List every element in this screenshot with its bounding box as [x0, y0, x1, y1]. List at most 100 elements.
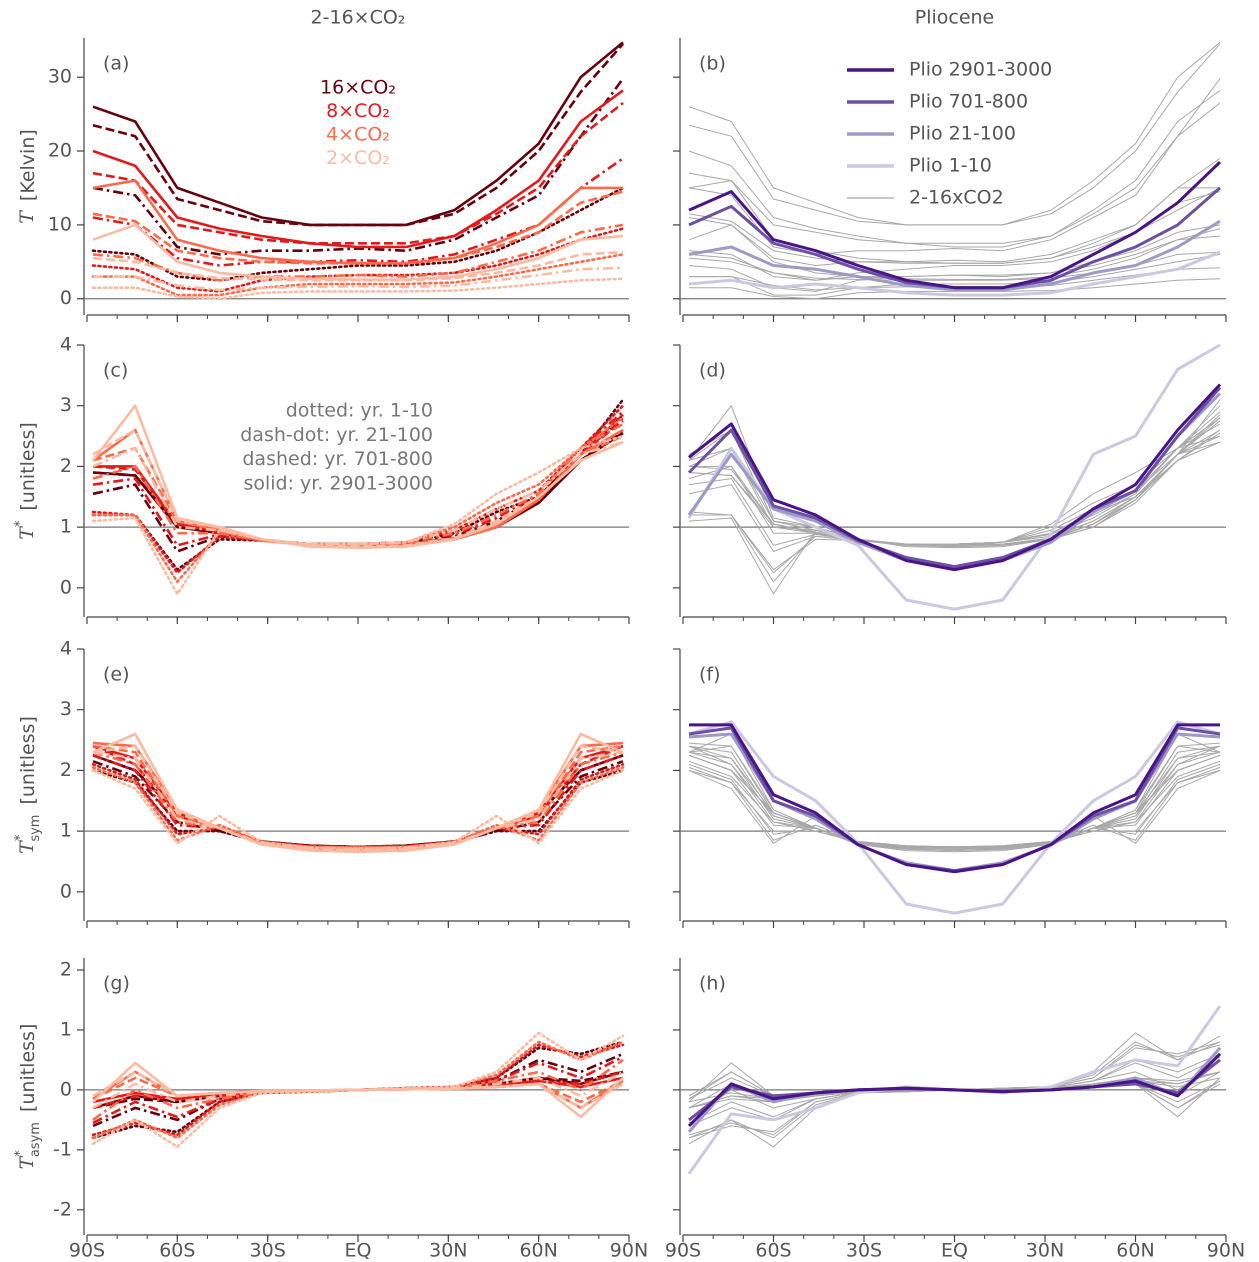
data-line	[92, 41, 624, 227]
reference-line-series	[689, 253, 1221, 296]
column-title: Pliocene	[915, 7, 995, 29]
panel-label: (d)	[699, 360, 726, 382]
y-tick-label: -1	[53, 1138, 72, 1160]
x-tick-label: 90N	[610, 1240, 648, 1262]
reference-line-series	[688, 766, 1221, 848]
data-line	[688, 720, 1221, 915]
panel-label: (b)	[699, 53, 726, 75]
x-tick-label: 30N	[1026, 1240, 1064, 1262]
data-line	[92, 754, 624, 849]
y-tick-label: 3	[60, 698, 72, 720]
y-tick-label: 2	[60, 455, 72, 477]
data-line	[91, 227, 625, 293]
x-tick-label: 60N	[519, 1240, 557, 1262]
data-line	[92, 1055, 624, 1125]
x-tick-label: 90S	[69, 1240, 105, 1262]
y-tick-label: 30	[48, 66, 72, 88]
y-tick-label: 20	[48, 140, 72, 162]
legend-label: 2×CO₂	[326, 147, 390, 169]
reference-line-series	[688, 769, 1221, 849]
y-axis-label: T*asym [unitless]	[13, 1024, 43, 1170]
x-tick-label: 30S	[846, 1240, 882, 1262]
panel-label: (g)	[103, 973, 130, 995]
annotation: dashed: yr. 701-800	[242, 448, 433, 470]
y-label-sup: *	[13, 834, 28, 841]
data-line	[687, 1052, 1222, 1127]
y-label-unit: [unitless]	[17, 716, 39, 804]
x-tick-label: 90S	[665, 1240, 701, 1262]
y-tick-label: 3	[60, 394, 72, 416]
reference-line-series	[688, 745, 1221, 848]
reference-line-series	[688, 745, 1221, 849]
y-label-unit: [unitless]	[17, 422, 39, 510]
legend-label: Plio 701-800	[909, 91, 1028, 113]
x-tick-label: 90N	[1207, 1240, 1245, 1262]
x-tick-label: 60N	[1116, 1240, 1154, 1262]
legend-label: Plio 1-10	[909, 155, 992, 177]
panel-label: (f)	[699, 664, 721, 686]
y-label-sub: sym	[28, 815, 43, 842]
reference-line-series	[688, 102, 1221, 244]
y-label-sup: *	[13, 520, 28, 527]
data-line	[92, 422, 624, 546]
reference-line-series	[688, 751, 1221, 850]
y-tick-label: 2	[60, 958, 72, 980]
legend-label: 16×CO₂	[320, 77, 396, 99]
y-label-symbol: T	[16, 210, 38, 224]
data-line	[688, 250, 1221, 297]
x-tick-label: EQ	[345, 1240, 372, 1262]
legend-label: 2-16xCO2	[909, 187, 1004, 209]
data-line	[688, 219, 1221, 292]
y-axis-label: T*sym [unitless]	[13, 716, 43, 854]
y-label-symbol: T	[16, 526, 38, 540]
data-line	[689, 723, 1220, 874]
reference-line-series	[688, 42, 1221, 226]
data-line	[687, 386, 1222, 569]
panel-label: (h)	[699, 973, 726, 995]
y-label-unit: [Kelvin]	[17, 129, 39, 201]
panel-label: (e)	[103, 664, 130, 686]
y-tick-label: 2	[60, 759, 72, 781]
reference-line-series	[688, 78, 1221, 255]
y-label-sup: *	[13, 1150, 28, 1157]
data-line	[91, 253, 625, 297]
data-line	[92, 1061, 624, 1119]
x-tick-label: EQ	[941, 1240, 968, 1262]
reference-line-series	[688, 224, 1221, 280]
y-tick-label: 0	[60, 880, 72, 902]
y-tick-label: 1	[60, 820, 72, 842]
data-line	[93, 266, 624, 292]
y-axis-label: T [Kelvin]	[16, 129, 39, 224]
data-line	[91, 277, 625, 300]
y-tick-label: 0	[60, 1078, 72, 1100]
x-tick-label: 30S	[250, 1240, 286, 1262]
y-label-symbol: T	[16, 1155, 38, 1169]
panel-label: (a)	[103, 53, 129, 75]
annotation: dotted: yr. 1-10	[286, 400, 433, 422]
data-line	[688, 383, 1222, 572]
reference-line-series	[688, 733, 1221, 853]
y-label-symbol: T	[16, 840, 38, 854]
data-line	[92, 741, 624, 851]
annotation: dash-dot: yr. 21-100	[240, 424, 433, 446]
data-line	[92, 157, 624, 267]
y-tick-label: 10	[48, 213, 72, 235]
legend-label: Plio 2901-3000	[909, 59, 1052, 81]
data-line	[92, 223, 624, 281]
data-line	[92, 89, 624, 249]
y-axis-label: T* [unitless]	[13, 422, 39, 540]
x-tick-label: 30N	[429, 1240, 467, 1262]
x-tick-label: 60S	[755, 1240, 791, 1262]
y-tick-label: 4	[60, 334, 72, 356]
data-line	[92, 1058, 624, 1121]
y-tick-label: 0	[60, 287, 72, 309]
y-tick-label: -2	[53, 1198, 72, 1220]
y-tick-label: 4	[60, 638, 72, 660]
data-line	[91, 766, 625, 849]
data-line	[91, 404, 624, 550]
x-tick-label: 60S	[159, 1240, 195, 1262]
data-line	[92, 750, 624, 851]
data-line	[688, 161, 1222, 290]
y-label-sub: asym	[28, 1122, 43, 1157]
reference-line-series	[688, 745, 1221, 852]
